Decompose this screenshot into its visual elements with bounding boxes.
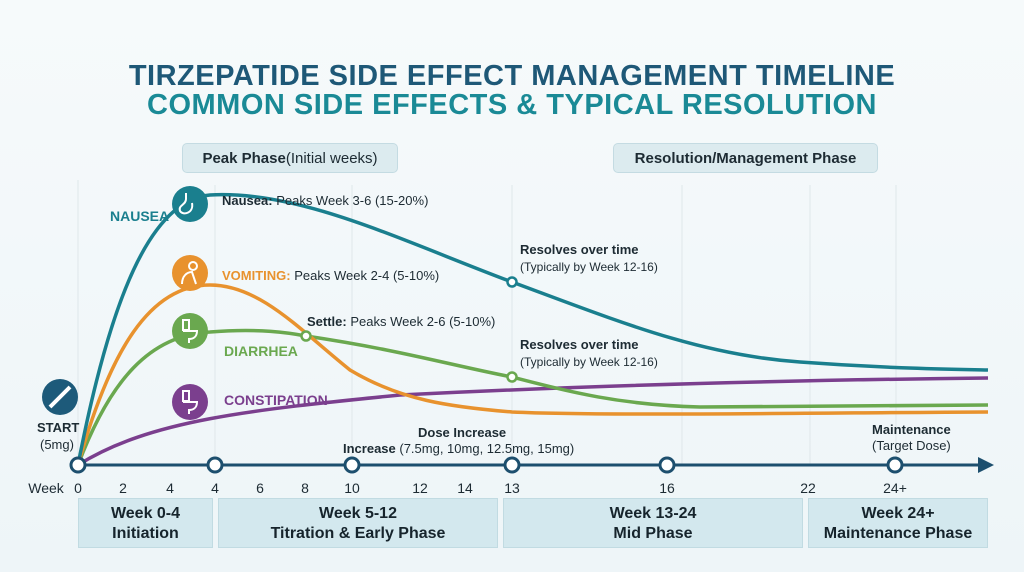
stage-sub: Mid Phase xyxy=(613,525,693,542)
resolve-2-sub: (Typically by Week 12-16) xyxy=(520,355,658,369)
stage-sub: Titration & Early Phase xyxy=(270,525,446,542)
diarrhea-label-bold: Settle: xyxy=(307,314,347,329)
toilet-icon xyxy=(172,384,208,420)
tick: 22 xyxy=(800,480,816,496)
stomach-icon xyxy=(172,186,208,222)
nausea-label: Nausea: Peaks Week 3-6 (15-20%) xyxy=(222,193,428,208)
stage-initiation: Week 0-4 Initiation xyxy=(78,498,213,548)
tick: 4 xyxy=(166,480,174,496)
stage-titration: Week 5-12 Titration & Early Phase xyxy=(218,498,498,548)
axis-arrow xyxy=(978,457,994,473)
constipation-name: CONSTIPATION xyxy=(224,392,328,408)
dose-rest: (7.5mg, 10mg, 12.5mg, 15mg) xyxy=(395,441,575,456)
vomiting-label-text: Peaks Week 2-4 (5-10%) xyxy=(290,268,440,283)
axis-nodes xyxy=(69,456,904,474)
axis-prefix: Week xyxy=(28,480,64,496)
stage-sub: Initiation xyxy=(112,525,179,542)
toilet-icon xyxy=(172,313,208,349)
stage-sub: Maintenance Phase xyxy=(823,525,973,542)
stage-title: Week 24+ xyxy=(861,505,935,522)
dose-bold: Increase xyxy=(343,441,396,456)
tick: 8 xyxy=(301,480,309,496)
nausea-label-bold: Nausea: xyxy=(222,193,273,208)
start-label: START xyxy=(37,420,80,435)
peak-phase-rest: (Initial weeks) xyxy=(285,149,378,167)
title-line-2: COMMON SIDE EFFECTS & TYPICAL RESOLUTION xyxy=(147,89,877,121)
diarrhea-curve xyxy=(76,328,989,466)
stage-mid: Week 13-24 Mid Phase xyxy=(503,498,803,548)
tick: 24+ xyxy=(883,480,907,496)
tick: 2 xyxy=(119,480,127,496)
resolve-1-sub: (Typically by Week 12-16) xyxy=(520,260,658,274)
dose-increase-title: Dose Increase xyxy=(418,425,507,440)
vomiting-person-icon xyxy=(172,255,208,291)
nausea-curve xyxy=(76,192,989,466)
title-line-1: TIRZEPATIDE SIDE EFFECT MANAGEMENT TIMEL… xyxy=(128,60,896,92)
syringe-icon xyxy=(42,379,78,415)
resolve-1-title: Resolves over time xyxy=(520,242,639,257)
start-dose: (5mg) xyxy=(40,437,74,452)
vomiting-name: VOMITING: xyxy=(222,268,291,283)
nausea-label-text: Peaks Week 3-6 (15-20%) xyxy=(272,193,429,208)
diarrhea-name: DIARRHEA xyxy=(224,343,298,359)
resolution-phase-label: Resolution/Management Phase xyxy=(613,143,878,173)
resolve-2-title: Resolves over time xyxy=(520,337,639,352)
stage-maintenance: Week 24+ Maintenance Phase xyxy=(808,498,988,548)
tick: 12 xyxy=(412,480,428,496)
stage-title: Week 13-24 xyxy=(609,505,697,522)
nausea-name: NAUSEA xyxy=(110,208,170,224)
stage-title: Week 5-12 xyxy=(319,505,397,522)
tick: 6 xyxy=(256,480,264,496)
tick: 10 xyxy=(344,480,360,496)
vomiting-label: VOMITING: Peaks Week 2-4 (5-10%) xyxy=(222,268,439,283)
tick: 0 xyxy=(74,480,82,496)
maintenance-sub: (Target Dose) xyxy=(872,438,951,453)
nausea-marker xyxy=(506,276,518,288)
tick: 4 xyxy=(211,480,219,496)
constipation-curve xyxy=(77,376,989,467)
tick: 14 xyxy=(457,480,473,496)
tick: 16 xyxy=(659,480,675,496)
diarrhea-marker xyxy=(506,371,518,383)
maintenance-title: Maintenance xyxy=(872,422,951,437)
peak-phase-label: Peak Phase (Initial weeks) xyxy=(182,143,398,173)
stage-title: Week 0-4 xyxy=(110,505,181,522)
vomiting-curve xyxy=(76,283,989,466)
dose-increase-detail: Increase (7.5mg, 10mg, 12.5mg, 15mg) xyxy=(343,441,574,456)
tick: 13 xyxy=(504,480,520,496)
diarrhea-label: Settle: Peaks Week 2-6 (5-10%) xyxy=(307,314,495,329)
crossover-marker xyxy=(300,330,312,342)
diarrhea-label-text: Peaks Week 2-6 (5-10%) xyxy=(346,314,496,329)
peak-phase-bold: Peak Phase xyxy=(202,149,286,167)
